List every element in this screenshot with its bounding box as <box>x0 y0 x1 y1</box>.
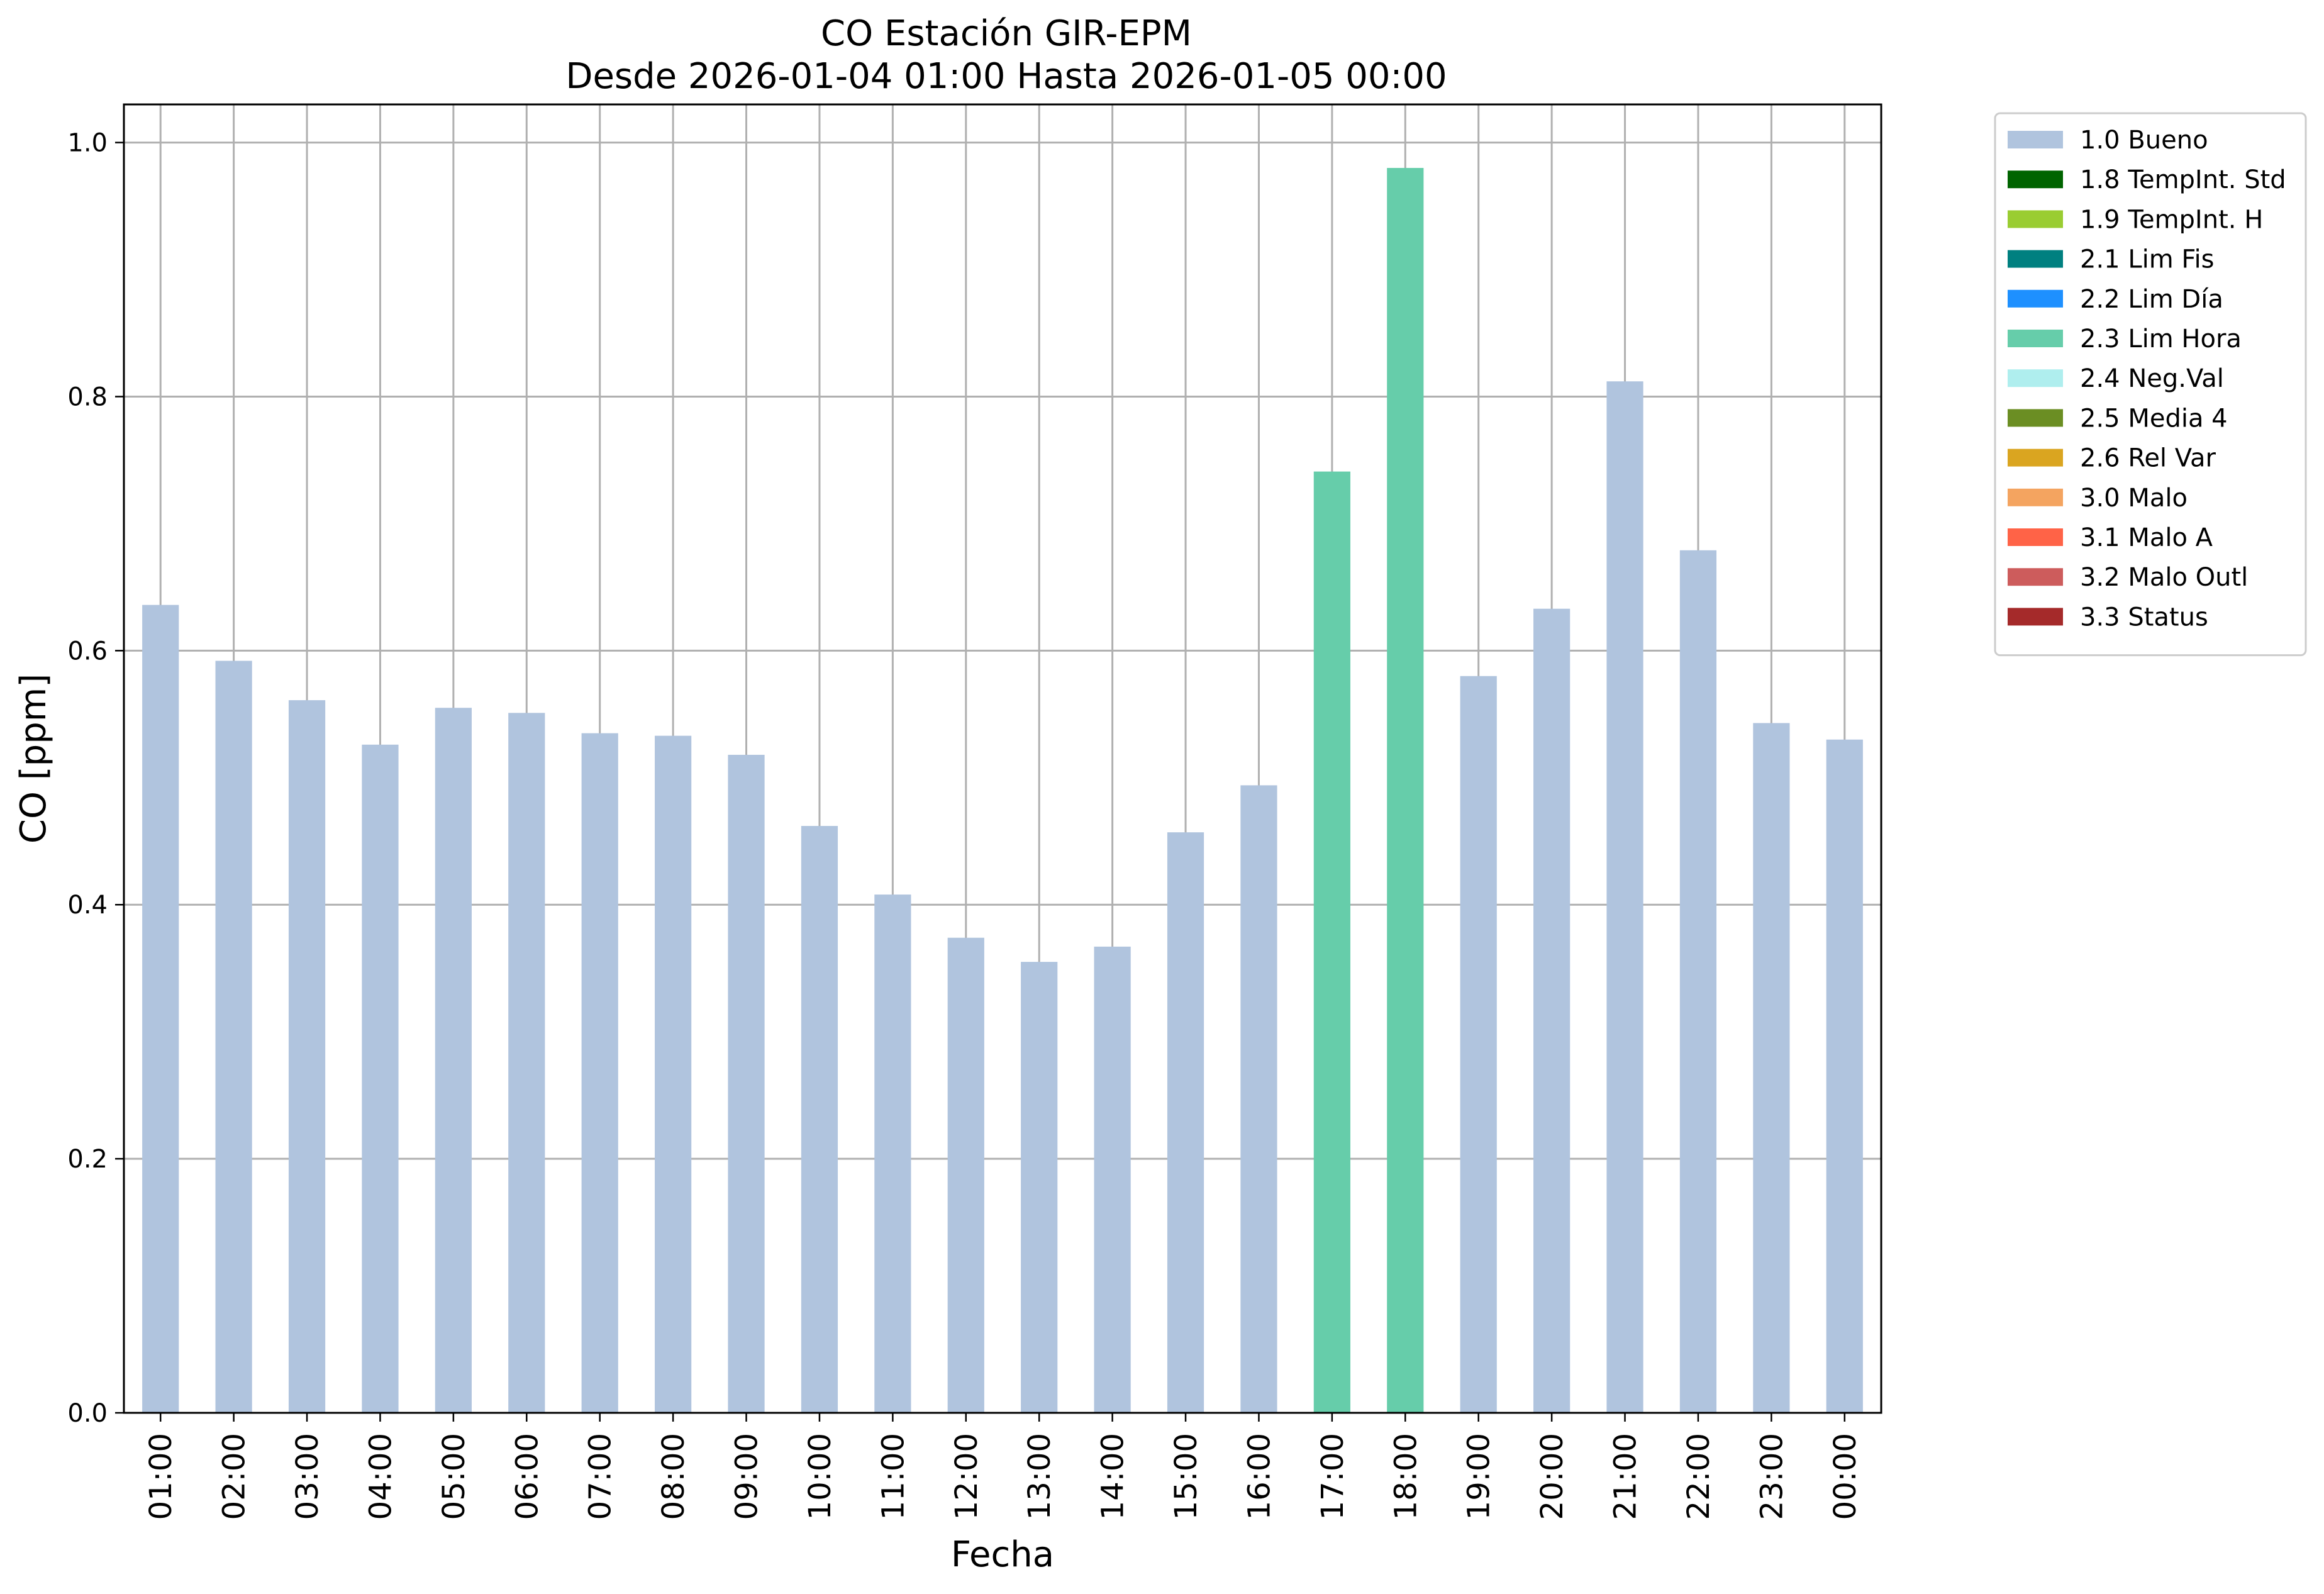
legend-label: 2.2 Lim Día <box>2080 285 2223 314</box>
x-tick-label: 00:00 <box>1828 1433 1863 1520</box>
x-tick-label: 11:00 <box>876 1433 911 1520</box>
legend-label: 3.2 Malo Outl <box>2080 563 2248 592</box>
x-tick-label: 13:00 <box>1022 1433 1057 1520</box>
x-tick-label: 17:00 <box>1315 1433 1350 1520</box>
x-tick-label: 06:00 <box>509 1433 545 1520</box>
x-tick-label: 14:00 <box>1096 1433 1131 1520</box>
y-axis-ticks: 0.0 0.2 0.4 0.6 0.8 1.0 <box>67 129 124 1428</box>
legend-label: 2.1 Lim Fis <box>2080 245 2214 274</box>
legend-label: 2.4 Neg.Val <box>2080 364 2224 393</box>
y-tick-label: 1.0 <box>67 129 108 158</box>
legend-swatch <box>2008 488 2063 506</box>
legend-label: 3.1 Malo A <box>2080 523 2213 552</box>
x-tick-label: 18:00 <box>1388 1433 1423 1520</box>
bars <box>142 167 1863 1413</box>
bar-1100 <box>874 895 911 1413</box>
x-tick-label: 08:00 <box>656 1433 691 1520</box>
legend-swatch <box>2008 568 2063 586</box>
bar-2100 <box>1606 381 1643 1413</box>
x-tick-label: 10:00 <box>803 1433 838 1520</box>
legend-swatch <box>2008 449 2063 467</box>
bar-0100 <box>142 605 179 1413</box>
x-tick-label: 19:00 <box>1462 1433 1497 1520</box>
bar-1000 <box>801 826 838 1413</box>
y-tick-label: 0.8 <box>67 382 108 411</box>
legend-label: 1.8 TempInt. Std <box>2080 165 2286 194</box>
bar-2300 <box>1753 723 1790 1413</box>
legend-swatch <box>2008 528 2063 546</box>
bar-2200 <box>1679 550 1717 1413</box>
legend-swatch <box>2008 608 2063 626</box>
legend-swatch <box>2008 210 2063 228</box>
legend-swatch <box>2008 170 2063 189</box>
x-tick-label: 15:00 <box>1169 1433 1204 1520</box>
bar-0200 <box>215 660 252 1413</box>
legend-swatch <box>2008 131 2063 148</box>
x-tick-label: 23:00 <box>1754 1433 1789 1520</box>
x-tick-label: 03:00 <box>290 1433 325 1520</box>
bar-1200 <box>947 937 984 1413</box>
legend-box <box>1994 112 2307 657</box>
bar-1400 <box>1094 946 1131 1413</box>
plot-area-frame <box>123 103 1882 1414</box>
legend-label: 2.6 Rel Var <box>2080 444 2216 473</box>
bar-1700 <box>1313 471 1350 1413</box>
bar-0000 <box>1826 739 1863 1413</box>
legend-swatch <box>2008 330 2063 347</box>
legend-label: 2.5 Media 4 <box>2080 404 2228 433</box>
x-tick-label: 22:00 <box>1681 1433 1716 1520</box>
x-tick-label: 20:00 <box>1535 1433 1570 1520</box>
x-tick-label: 05:00 <box>436 1433 472 1520</box>
x-tick-label: 07:00 <box>583 1433 618 1520</box>
chart-title: CO Estación GIR-EPM <box>821 13 1192 54</box>
bar-0800 <box>655 735 692 1413</box>
x-tick-label: 02:00 <box>217 1433 252 1520</box>
bar-1600 <box>1240 785 1277 1413</box>
bar-0300 <box>288 700 326 1413</box>
x-tick-label: 01:00 <box>143 1433 179 1520</box>
legend: 1.0 Bueno 1.8 TempInt. Std 1.9 TempInt. H 2… <box>1994 112 2307 657</box>
y-tick-label: 0.6 <box>67 637 108 666</box>
bar-0700 <box>581 733 618 1413</box>
legend-label: 1.0 Bueno <box>2080 126 2208 155</box>
y-tick-label: 0.4 <box>67 891 108 920</box>
legend-swatch <box>2008 409 2063 427</box>
y-tick-label: 0.2 <box>67 1145 108 1174</box>
x-tick-label: 12:00 <box>949 1433 984 1520</box>
bar-1800 <box>1387 167 1424 1413</box>
bar-0600 <box>508 713 545 1413</box>
legend-label: 3.3 Status <box>2080 603 2208 632</box>
y-axis-label: CO [ppm] <box>13 674 54 844</box>
chart-title-group: CO Estación GIR-EPM Desde 2026-01-04 01:… <box>565 13 1447 97</box>
bar-1300 <box>1021 962 1058 1413</box>
x-tick-label: 09:00 <box>730 1433 765 1520</box>
bar-1900 <box>1460 676 1497 1413</box>
legend-label: 3.0 Malo <box>2080 484 2188 513</box>
bar-1500 <box>1167 832 1204 1413</box>
legend-swatch <box>2008 369 2063 387</box>
x-axis-ticks: 01:00 02:00 03:00 04:00 05:00 06:00 07:00 08:00… <box>143 1413 1863 1520</box>
x-axis-label: Fecha <box>951 1534 1054 1575</box>
y-tick-label: 0.0 <box>67 1399 108 1428</box>
legend-swatch <box>2008 289 2063 308</box>
bar-0400 <box>362 744 399 1413</box>
legend-label: 2.3 Lim Hora <box>2080 325 2242 354</box>
x-tick-label: 16:00 <box>1242 1433 1277 1520</box>
chart-subtitle: Desde 2026-01-04 01:00 Hasta 2026-01-05 … <box>565 56 1447 97</box>
x-tick-label: 04:00 <box>363 1433 398 1520</box>
x-tick-label: 21:00 <box>1608 1433 1643 1520</box>
legend-swatch <box>2008 250 2063 268</box>
legend-label: 1.9 TempInt. H <box>2080 205 2263 234</box>
bar-2000 <box>1533 608 1571 1413</box>
bar-0900 <box>728 754 765 1413</box>
bar-0500 <box>435 708 472 1413</box>
